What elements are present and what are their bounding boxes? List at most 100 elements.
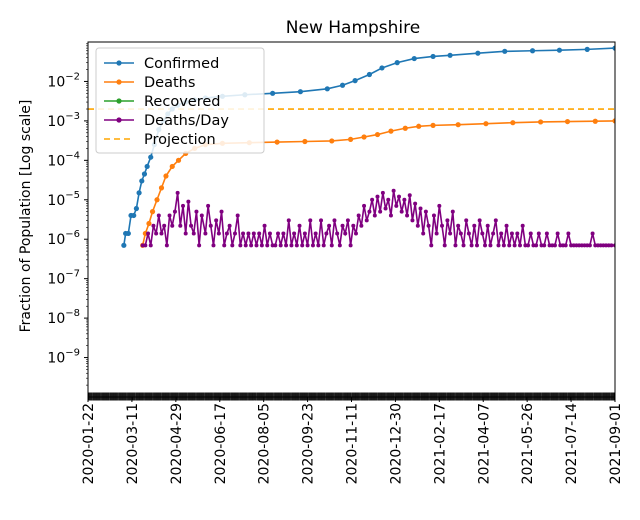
data-point bbox=[345, 218, 350, 223]
data-point bbox=[353, 231, 358, 236]
data-point bbox=[186, 199, 191, 204]
data-point bbox=[235, 213, 240, 218]
data-point bbox=[313, 231, 318, 236]
data-point bbox=[308, 218, 313, 223]
y-tick-label: 10−3 bbox=[47, 111, 80, 130]
data-point bbox=[461, 243, 466, 248]
data-point bbox=[170, 223, 175, 228]
x-tick-label: 2021-09-01 bbox=[608, 403, 624, 484]
data-point bbox=[273, 243, 278, 248]
x-tick-label: 2020-04-29 bbox=[169, 403, 185, 484]
data-point bbox=[480, 231, 485, 236]
legend-marker bbox=[116, 98, 122, 104]
data-point bbox=[175, 190, 180, 195]
data-point bbox=[319, 218, 324, 223]
data-point bbox=[590, 231, 595, 236]
data-point bbox=[259, 243, 264, 248]
data-point bbox=[552, 243, 557, 248]
data-point bbox=[502, 48, 508, 54]
data-point bbox=[289, 243, 294, 248]
data-point bbox=[337, 243, 342, 248]
data-point bbox=[316, 243, 321, 248]
data-point bbox=[383, 206, 388, 211]
data-point bbox=[379, 65, 385, 71]
data-point bbox=[352, 78, 358, 84]
legend-label: Deaths/Day bbox=[144, 113, 229, 129]
data-point bbox=[206, 203, 211, 208]
data-point bbox=[324, 86, 330, 92]
data-point bbox=[475, 50, 481, 56]
data-point bbox=[348, 136, 354, 142]
data-point bbox=[612, 118, 615, 124]
data-point bbox=[292, 231, 297, 236]
data-point bbox=[175, 157, 182, 163]
data-point bbox=[388, 213, 393, 218]
data-point bbox=[249, 243, 254, 248]
data-point bbox=[199, 213, 204, 218]
data-point bbox=[281, 231, 286, 236]
data-point bbox=[483, 121, 489, 127]
data-point bbox=[151, 223, 156, 228]
data-point bbox=[430, 122, 436, 128]
data-point bbox=[411, 55, 417, 62]
data-point bbox=[238, 243, 243, 248]
data-point bbox=[447, 52, 453, 58]
data-point bbox=[149, 209, 156, 215]
x-tick-label: 2020-09-23 bbox=[301, 403, 317, 484]
data-point bbox=[434, 231, 439, 236]
data-point bbox=[566, 231, 571, 236]
data-point bbox=[340, 223, 345, 228]
data-point bbox=[386, 197, 391, 202]
data-point bbox=[146, 220, 152, 227]
data-point bbox=[380, 190, 385, 195]
data-point bbox=[374, 131, 381, 138]
legend-label: Recovered bbox=[144, 94, 220, 110]
data-point bbox=[158, 185, 165, 191]
data-point bbox=[485, 223, 490, 228]
data-point bbox=[329, 243, 334, 248]
data-point bbox=[528, 231, 533, 236]
data-point bbox=[274, 139, 280, 145]
data-point bbox=[440, 223, 445, 228]
data-point bbox=[456, 223, 461, 228]
data-point bbox=[324, 231, 329, 236]
data-point bbox=[351, 223, 356, 228]
data-point bbox=[529, 48, 536, 54]
data-point bbox=[423, 209, 428, 214]
data-point bbox=[348, 243, 353, 248]
data-point bbox=[518, 243, 522, 248]
data-point bbox=[418, 206, 423, 211]
data-point bbox=[181, 203, 185, 208]
data-point bbox=[243, 243, 248, 248]
data-point bbox=[397, 194, 401, 199]
data-point bbox=[464, 218, 469, 223]
data-point bbox=[556, 47, 563, 53]
series-line-3 bbox=[142, 190, 615, 247]
x-tick-label: 2021-05-26 bbox=[520, 403, 536, 484]
data-point bbox=[587, 243, 592, 248]
data-point bbox=[191, 231, 196, 236]
data-point bbox=[194, 209, 199, 214]
data-point bbox=[534, 243, 539, 248]
data-point bbox=[399, 209, 404, 214]
data-point bbox=[232, 231, 237, 236]
data-point bbox=[415, 223, 420, 228]
data-point bbox=[496, 243, 501, 248]
data-point bbox=[442, 243, 447, 248]
data-point bbox=[148, 243, 153, 248]
axes: 10−9 10−8 10−7 10−6 10−5 10−4 10−3 10−2 2020-01-… bbox=[47, 41, 624, 484]
data-point bbox=[154, 197, 160, 203]
x-tick-label: 2020-01-22 bbox=[81, 403, 97, 484]
data-point bbox=[366, 71, 373, 78]
data-point bbox=[564, 118, 571, 125]
data-point bbox=[146, 231, 151, 236]
data-point bbox=[302, 231, 307, 236]
legend-marker bbox=[116, 79, 122, 85]
data-point bbox=[143, 243, 148, 248]
data-point bbox=[297, 223, 302, 228]
data-point bbox=[437, 203, 442, 208]
data-point bbox=[154, 231, 159, 236]
legend-marker bbox=[116, 60, 122, 66]
data-point bbox=[469, 243, 474, 248]
data-point bbox=[219, 209, 224, 214]
